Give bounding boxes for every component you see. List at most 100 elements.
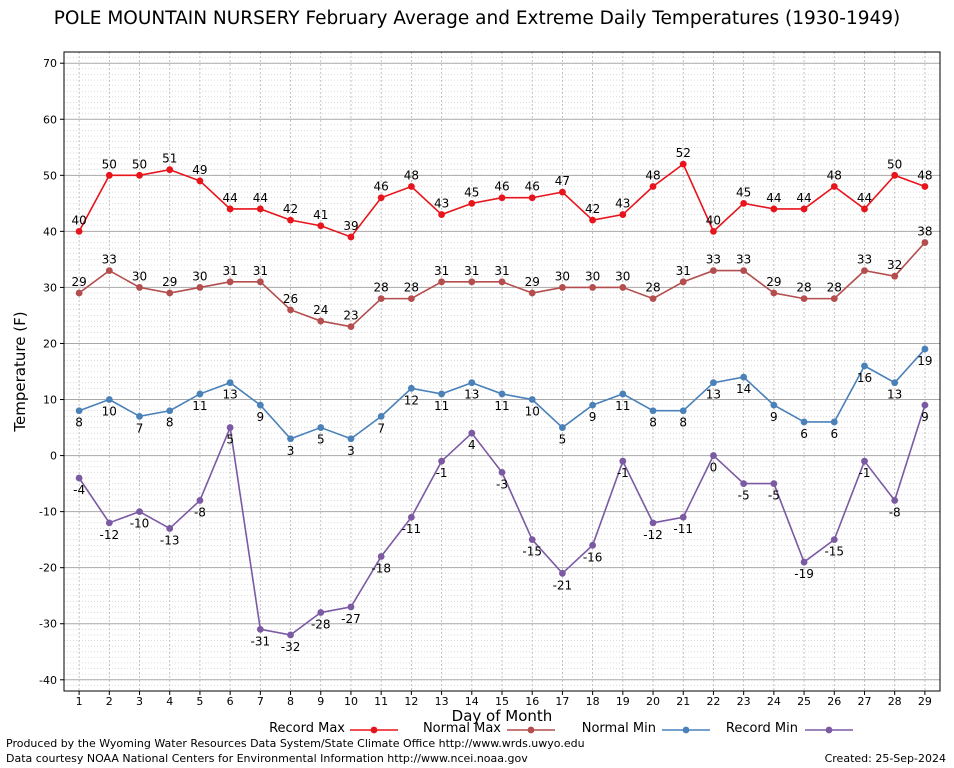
data-point (740, 267, 748, 275)
data-label: 5 (559, 433, 567, 447)
data-label: 24 (313, 303, 328, 317)
data-label: 31 (676, 264, 691, 278)
data-point (226, 205, 234, 213)
series-record-min: -4-12-10-13-85-31 -32-28 -27-18-11-14-3-15… (73, 401, 929, 654)
data-label: 31 (253, 264, 268, 278)
data-label: -21 (553, 578, 573, 592)
data-point (649, 407, 657, 415)
x-tick-label: 27 (857, 695, 871, 708)
data-label: 41 (313, 208, 328, 222)
data-label: -32 (281, 640, 301, 654)
data-label: -3 (496, 477, 508, 491)
data-label: -19 (794, 567, 814, 581)
data-label: 31 (494, 264, 509, 278)
data-label: 31 (464, 264, 479, 278)
data-point (559, 188, 566, 196)
data-point (800, 418, 808, 426)
data-label: 13 (887, 388, 902, 402)
data-point (377, 295, 385, 303)
x-tick-label: 12 (404, 695, 418, 708)
data-label: 48 (827, 169, 842, 183)
x-tick-label: 21 (676, 695, 690, 708)
data-label: -8 (889, 505, 901, 519)
x-tick-label: 10 (344, 695, 358, 708)
data-label: 49 (192, 163, 207, 177)
data-point (105, 171, 113, 179)
data-label: 51 (162, 152, 177, 166)
data-point (861, 362, 868, 370)
y-tick-label: 50 (43, 169, 57, 182)
data-label: 9 (257, 410, 265, 424)
data-label: 12 (404, 393, 419, 407)
data-label: 43 (434, 197, 449, 211)
y-tick-label: 20 (43, 337, 57, 350)
data-point (861, 457, 868, 465)
data-point (407, 183, 415, 190)
data-label: 14 (736, 382, 751, 396)
data-label: 32 (887, 258, 902, 272)
y-tick-label: 40 (43, 225, 57, 238)
x-tick-label: 1 (76, 695, 83, 708)
data-point (105, 519, 113, 527)
data-label: 28 (374, 281, 389, 295)
data-point (226, 278, 234, 286)
data-point (498, 278, 506, 286)
data-label: 29 (162, 275, 177, 289)
data-point (196, 284, 204, 291)
data-label: 28 (645, 281, 660, 295)
legend-swatch (805, 726, 853, 734)
data-point (75, 474, 83, 482)
legend-swatch (350, 726, 398, 734)
data-point (407, 295, 415, 303)
data-label: 8 (75, 416, 83, 430)
data-label: -8 (194, 505, 206, 519)
data-label: 29 (525, 275, 540, 289)
data-point (438, 390, 445, 398)
y-tick-label: -10 (39, 506, 57, 519)
x-tick-label: 29 (918, 695, 932, 708)
data-point (589, 216, 597, 224)
data-point (891, 272, 899, 280)
data-point (136, 412, 143, 420)
x-tick-label: 16 (525, 695, 539, 708)
data-point (166, 166, 174, 174)
data-point (679, 160, 687, 168)
data-point (407, 513, 415, 521)
x-tick-label: 26 (827, 695, 841, 708)
x-tick-label: 5 (196, 695, 203, 708)
data-label: -16 (583, 550, 603, 564)
data-point (256, 625, 264, 633)
chart-title: POLE MOUNTAIN NURSERY February Average a… (53, 8, 901, 29)
data-label: 44 (857, 191, 872, 205)
data-label: 8 (679, 416, 687, 430)
x-tick-label: 17 (555, 695, 569, 708)
data-label: 46 (494, 180, 509, 194)
data-point (498, 390, 506, 398)
data-point (619, 457, 627, 465)
x-tick-label: 2 (106, 695, 113, 708)
data-point (377, 412, 385, 420)
data-label: 50 (102, 157, 117, 171)
data-point (287, 435, 294, 443)
data-label: 3 (287, 444, 295, 458)
data-point (679, 407, 687, 415)
data-point (921, 401, 929, 409)
x-tick-label: 25 (797, 695, 811, 708)
data-point (679, 513, 687, 521)
data-point (256, 401, 264, 409)
legend-label: Normal Max (422, 721, 501, 736)
data-label: 10 (525, 405, 540, 419)
data-label: -12 (100, 528, 120, 542)
data-point (649, 519, 657, 527)
data-label: 46 (525, 180, 540, 194)
data-label: -1 (858, 466, 870, 480)
data-label: -15 (824, 545, 844, 559)
x-tick-label: 11 (374, 695, 388, 708)
data-point (317, 317, 325, 325)
credit-line-2: Data courtesy NOAA National Centers for … (6, 752, 528, 765)
data-label: -15 (522, 545, 542, 559)
data-point (498, 194, 506, 202)
data-label: 0 (710, 461, 718, 475)
